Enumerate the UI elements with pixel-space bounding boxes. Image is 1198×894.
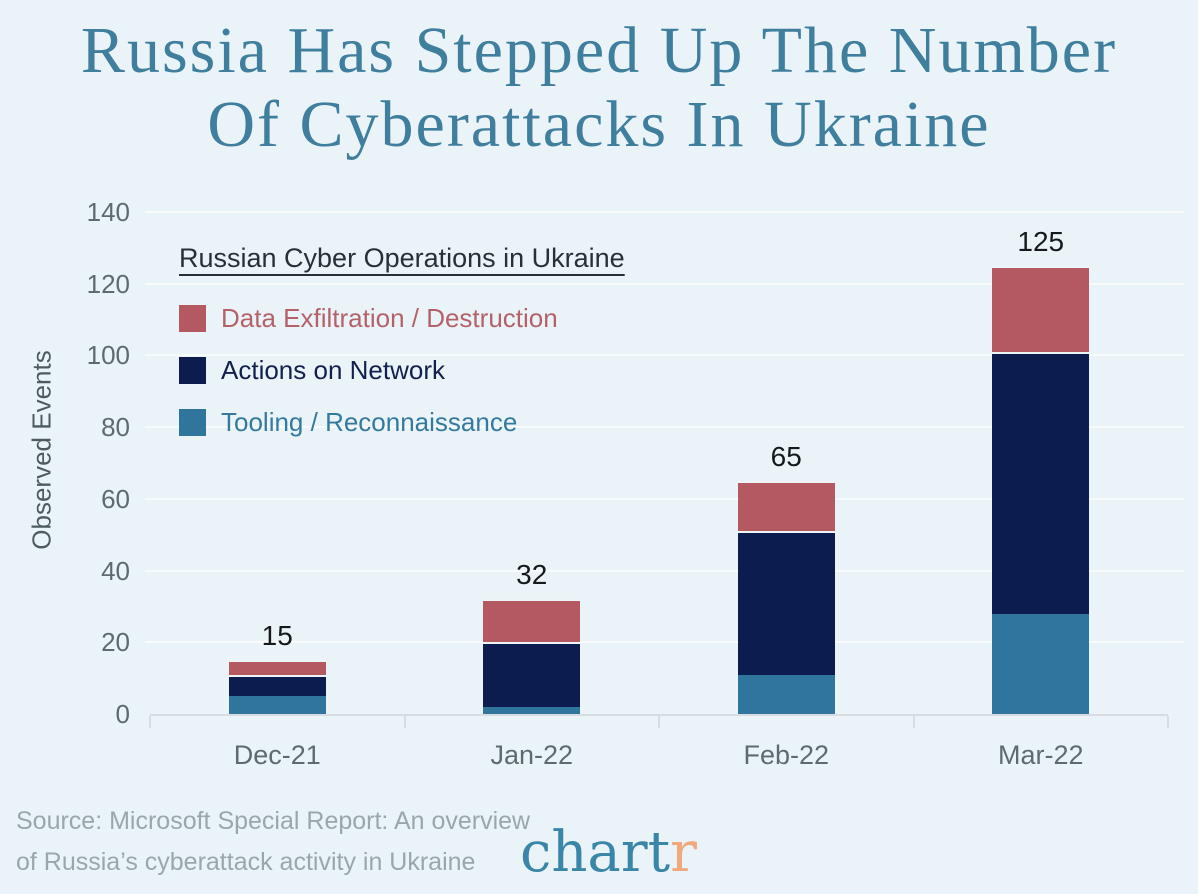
gridline-40 — [145, 569, 1184, 572]
bar-total-label-jan-22: 32 — [516, 559, 548, 591]
legend-item-data-exfiltration-destruction: Data Exfiltration / Destruction — [179, 303, 625, 334]
gridline-140 — [145, 211, 1184, 213]
chartr-logo-chart: chart — [520, 820, 671, 885]
bar-total-label-mar-22: 125 — [1017, 225, 1065, 257]
page-title-line-2: Of Cyberattacks In Ukraine — [207, 87, 991, 161]
chartr-logo: chartr — [520, 822, 697, 884]
chart-legend: Russian Cyber Operations in Ukraine Data… — [179, 243, 625, 459]
page-title-line-1: Russia Has Stepped Up The Number — [80, 14, 1118, 87]
y-tick-label-0: 0 — [115, 699, 130, 729]
legend-item-tooling-reconnaissance: Tooling / Reconnaissance — [179, 407, 625, 438]
x-tick-label-mar-22: Mar-22 — [997, 740, 1084, 770]
x-axis-tick — [658, 716, 660, 728]
bar-segment-tooling-reconnaissance-jan-22 — [483, 706, 581, 714]
page-title: Russia Has Stepped Up The Number Of Cyber… — [0, 14, 1198, 162]
bar-total-label-feb-22: 65 — [770, 440, 802, 472]
y-tick-label-60: 60 — [101, 483, 130, 514]
legend-items: Data Exfiltration / Destruction Actions o… — [179, 303, 625, 438]
chartr-logo-r: r — [670, 820, 697, 885]
bar-segment-tooling-reconnaissance-mar-22 — [992, 613, 1090, 714]
bar-segment-data-exfiltration-destruction-feb-22 — [737, 480, 835, 532]
source-note: Source: Microsoft Special Report: An ove… — [16, 801, 530, 883]
legend-label: Data Exfiltration / Destruction — [221, 303, 558, 333]
gridline-80 — [145, 426, 1184, 429]
y-tick-label-100: 100 — [86, 340, 130, 371]
y-axis-label: Observed Events — [26, 350, 57, 550]
y-tick-label-40: 40 — [101, 555, 130, 586]
gridline-60 — [145, 497, 1184, 500]
gridline-20 — [145, 641, 1184, 644]
source-note-line-1: Source: Microsoft Special Report: An ove… — [16, 807, 531, 835]
x-axis-tick — [1167, 716, 1169, 728]
bar-segment-tooling-reconnaissance-feb-22 — [737, 674, 835, 714]
y-tick-label-80: 80 — [101, 412, 130, 443]
plot-area: 0 20 40 60 80 100 120 140 15 Dec-21 32 Jan-22 65 Feb-… — [87, 199, 1184, 770]
bar-segment-actions-on-network-dec-21 — [228, 674, 326, 697]
y-tick-label-120: 120 — [86, 268, 130, 299]
x-tick-label-feb-22: Feb-22 — [743, 740, 830, 770]
legend-label: Actions on Network — [221, 355, 445, 385]
y-tick-label-140: 140 — [86, 197, 130, 227]
bar-segment-actions-on-network-jan-22 — [483, 642, 581, 707]
source-note-line-2: of Russia’s cyberattack activity in Ukra… — [16, 848, 476, 876]
y-tick-label-20: 20 — [101, 627, 130, 658]
gridline-120 — [145, 282, 1184, 285]
bar-segment-data-exfiltration-destruction-jan-22 — [483, 599, 581, 643]
x-axis-tick — [403, 716, 406, 728]
bar-total-label-dec-21: 15 — [261, 620, 293, 652]
bar-segment-actions-on-network-mar-22 — [992, 351, 1090, 614]
legend-swatch — [179, 305, 206, 332]
legend-swatch — [179, 357, 206, 384]
x-axis-tick — [912, 716, 915, 728]
x-axis-tick — [149, 716, 151, 728]
gridline-100 — [145, 354, 1184, 357]
legend-label: Tooling / Reconnaissance — [221, 407, 518, 437]
bar-segment-tooling-reconnaissance-dec-21 — [228, 696, 326, 714]
bar-segment-data-exfiltration-destruction-mar-22 — [992, 265, 1090, 352]
x-tick-label-jan-22: Jan-22 — [490, 740, 574, 770]
legend-swatch — [179, 409, 206, 436]
bar-segment-data-exfiltration-destruction-dec-21 — [228, 660, 326, 675]
legend-item-actions-on-network: Actions on Network — [179, 355, 625, 386]
x-tick-label-dec-21: Dec-21 — [233, 740, 321, 770]
bar-segment-actions-on-network-feb-22 — [737, 531, 835, 675]
legend-title: Russian Cyber Operations in Ukraine — [179, 243, 625, 273]
